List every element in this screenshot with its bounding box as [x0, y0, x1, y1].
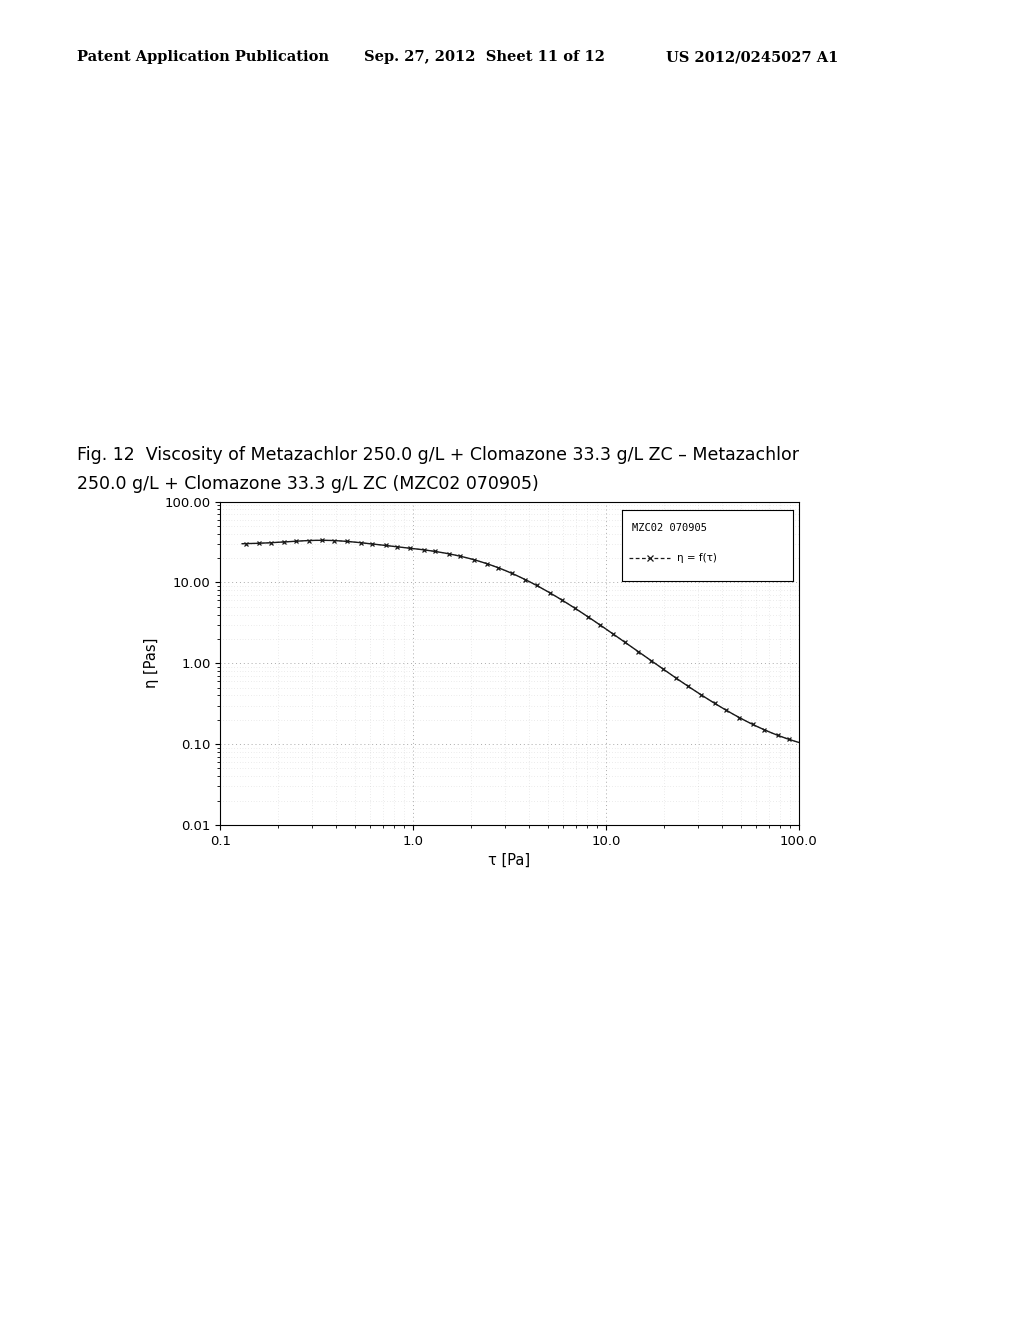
X-axis label: τ [Pa]: τ [Pa] — [488, 853, 530, 869]
Text: 250.0 g/L + Clomazone 33.3 g/L ZC (MZC02 070905): 250.0 g/L + Clomazone 33.3 g/L ZC (MZC02… — [77, 475, 539, 494]
Text: Fig. 12  Viscosity of Metazachlor 250.0 g/L + Clomazone 33.3 g/L ZC – Metazachlo: Fig. 12 Viscosity of Metazachlor 250.0 g… — [77, 446, 799, 465]
Y-axis label: η [Pas]: η [Pas] — [143, 638, 159, 689]
Text: US 2012/0245027 A1: US 2012/0245027 A1 — [666, 50, 838, 65]
Text: Patent Application Publication: Patent Application Publication — [77, 50, 329, 65]
Text: Sep. 27, 2012  Sheet 11 of 12: Sep. 27, 2012 Sheet 11 of 12 — [364, 50, 604, 65]
